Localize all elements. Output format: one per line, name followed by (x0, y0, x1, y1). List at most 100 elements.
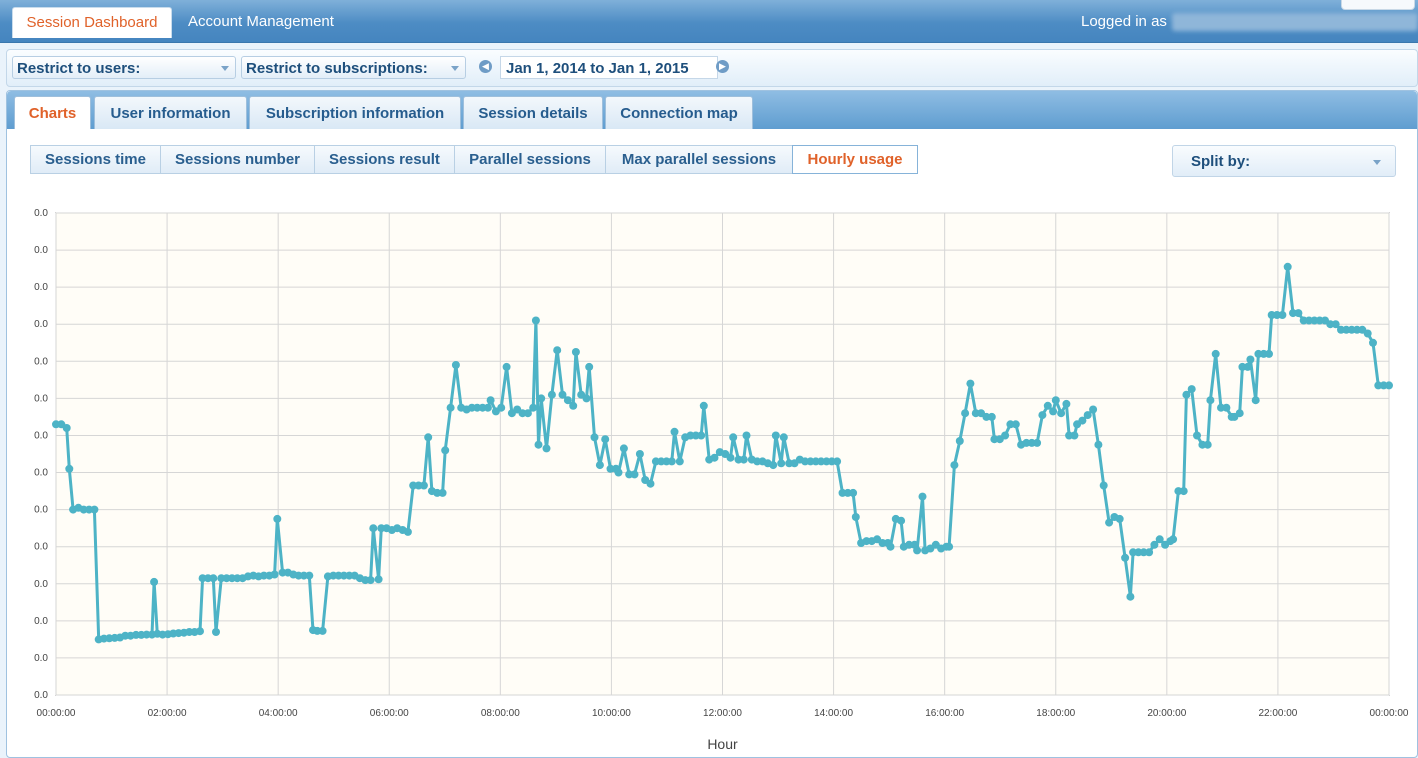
data-point[interactable] (1150, 540, 1159, 549)
data-point[interactable] (1121, 553, 1130, 562)
data-point[interactable] (374, 575, 383, 584)
data-point[interactable] (273, 514, 282, 523)
tab-connection-map[interactable]: Connection map (605, 96, 753, 129)
data-point[interactable] (849, 488, 858, 497)
tab-subscription-information[interactable]: Subscription information (249, 96, 461, 129)
data-point[interactable] (403, 527, 412, 536)
data-point[interactable] (366, 576, 375, 585)
data-point[interactable] (523, 409, 532, 418)
data-point[interactable] (534, 440, 543, 449)
chart-tab-hourly-usage[interactable]: Hourly usage (792, 145, 918, 174)
data-point[interactable] (585, 362, 594, 371)
data-point[interactable] (1222, 403, 1231, 412)
next-range-icon[interactable]: ▶ (716, 60, 729, 73)
data-point[interactable] (1169, 535, 1178, 544)
data-point[interactable] (699, 401, 708, 410)
data-point[interactable] (424, 433, 433, 442)
data-point[interactable] (497, 403, 506, 412)
data-point[interactable] (1011, 420, 1020, 429)
data-point[interactable] (670, 427, 679, 436)
data-point[interactable] (270, 570, 279, 579)
data-point[interactable] (1145, 548, 1154, 557)
data-point[interactable] (710, 453, 719, 462)
window-corner-handle[interactable] (1341, 0, 1415, 10)
data-point[interactable] (542, 444, 551, 453)
data-point[interactable] (1062, 399, 1071, 408)
data-point[interactable] (62, 424, 71, 432)
data-point[interactable] (369, 524, 378, 533)
data-point[interactable] (729, 433, 738, 442)
nav-tab-session-dashboard[interactable]: Session Dashboard (12, 7, 172, 38)
tab-user-information[interactable]: User information (94, 96, 247, 129)
data-point[interactable] (529, 403, 538, 412)
chart-tab-sessions-time[interactable]: Sessions time (30, 145, 161, 174)
data-point[interactable] (212, 628, 220, 636)
data-point[interactable] (619, 444, 628, 453)
data-point[interactable] (1078, 416, 1087, 425)
data-point[interactable] (1206, 396, 1215, 405)
data-point[interactable] (1369, 338, 1377, 347)
data-point[interactable] (1083, 411, 1092, 420)
data-point[interactable] (571, 348, 580, 356)
data-point[interactable] (646, 479, 655, 488)
restrict-subscriptions-select[interactable]: Restrict to subscriptions: (241, 56, 466, 79)
data-point[interactable] (771, 431, 780, 440)
data-point[interactable] (209, 574, 218, 583)
data-point[interactable] (1283, 262, 1292, 271)
data-point[interactable] (1049, 407, 1058, 416)
data-point[interactable] (1363, 329, 1372, 338)
data-point[interactable] (1187, 385, 1196, 394)
data-point[interactable] (769, 461, 778, 470)
previous-range-icon[interactable]: ◀ (479, 60, 492, 73)
chart-tab-parallel-sessions[interactable]: Parallel sessions (454, 145, 606, 174)
data-point[interactable] (945, 542, 954, 551)
data-point[interactable] (1193, 431, 1201, 440)
data-point[interactable] (1038, 411, 1047, 420)
data-point[interactable] (739, 455, 748, 464)
data-point[interactable] (318, 626, 327, 635)
data-point[interactable] (502, 362, 511, 371)
data-point[interactable] (1246, 355, 1255, 364)
data-point[interactable] (558, 390, 567, 399)
data-point[interactable] (486, 396, 495, 405)
data-point[interactable] (553, 346, 562, 355)
data-point[interactable] (537, 394, 546, 403)
data-point[interactable] (1331, 320, 1340, 329)
data-point[interactable] (582, 394, 591, 403)
data-point[interactable] (1057, 409, 1066, 418)
tab-session-details[interactable]: Session details (463, 96, 603, 129)
data-point[interactable] (1294, 309, 1303, 318)
data-point[interactable] (950, 461, 959, 470)
data-point[interactable] (614, 468, 623, 477)
data-point[interactable] (90, 505, 99, 514)
data-point[interactable] (569, 401, 578, 410)
data-point[interactable] (961, 409, 970, 418)
data-point[interactable] (65, 464, 74, 473)
data-point[interactable] (966, 379, 975, 388)
data-point[interactable] (531, 316, 540, 325)
data-point[interactable] (726, 453, 735, 462)
data-point[interactable] (150, 577, 159, 586)
data-point[interactable] (1243, 362, 1252, 371)
data-point[interactable] (987, 412, 996, 421)
tab-charts[interactable]: Charts (14, 96, 91, 129)
date-range-field[interactable]: Jan 1, 2014 to Jan 1, 2015 (500, 56, 718, 79)
data-point[interactable] (595, 461, 604, 470)
data-point[interactable] (918, 492, 927, 501)
data-point[interactable] (1089, 405, 1098, 414)
data-point[interactable] (451, 361, 460, 369)
data-point[interactable] (563, 396, 572, 405)
data-point[interactable] (779, 433, 788, 442)
data-point[interactable] (1182, 390, 1191, 399)
data-point[interactable] (635, 450, 644, 458)
data-point[interactable] (1094, 440, 1103, 449)
data-point[interactable] (1126, 592, 1135, 601)
data-point[interactable] (913, 546, 922, 555)
split-by-select[interactable]: Split by: (1172, 145, 1396, 177)
data-point[interactable] (630, 470, 639, 479)
data-point[interactable] (1385, 381, 1393, 390)
data-point[interactable] (697, 431, 706, 440)
data-point[interactable] (833, 457, 842, 466)
data-point[interactable] (675, 457, 684, 466)
data-point[interactable] (886, 542, 895, 551)
